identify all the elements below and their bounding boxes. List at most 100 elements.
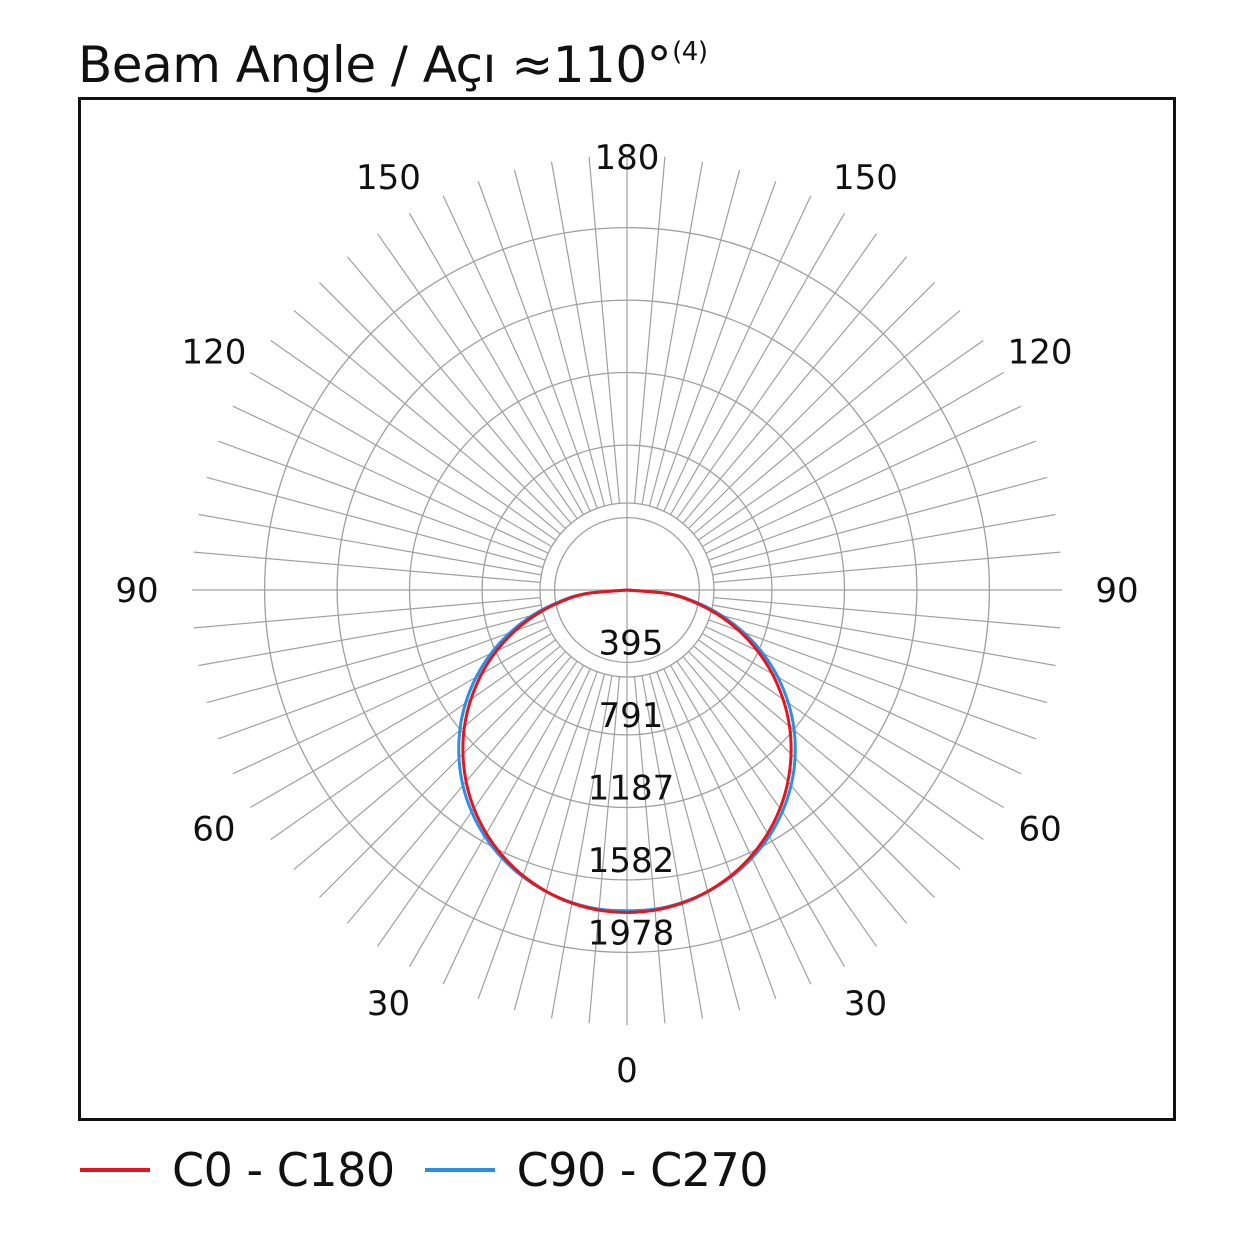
grid-spoke xyxy=(198,604,542,667)
angle-label: 120 xyxy=(1008,333,1073,373)
grid-spoke xyxy=(712,513,1056,576)
grid-spoke xyxy=(217,619,546,740)
grid-spoke xyxy=(634,156,666,504)
grid-spoke xyxy=(705,626,1022,775)
grid-spoke xyxy=(408,213,585,515)
grid-spoke xyxy=(206,476,544,569)
grid-spoke xyxy=(318,651,566,899)
grid-spoke xyxy=(250,371,552,548)
grid-spoke xyxy=(250,632,552,809)
grid-spoke xyxy=(442,195,591,512)
grid-spoke xyxy=(588,676,620,1024)
grid-spoke xyxy=(477,180,598,509)
grid-spoke xyxy=(270,639,557,840)
grid-spoke xyxy=(713,551,1061,583)
grid-spoke xyxy=(669,213,846,515)
grid-spoke xyxy=(697,639,984,840)
angle-label: 0 xyxy=(616,1051,638,1091)
grid-spoke xyxy=(705,405,1022,554)
angle-label: 180 xyxy=(595,138,660,178)
grid-spoke xyxy=(648,673,741,1011)
angle-label: 90 xyxy=(115,571,158,611)
grid-spoke xyxy=(656,180,777,509)
grid-spoke xyxy=(206,611,544,704)
grid-spoke xyxy=(293,309,561,535)
grid-spoke xyxy=(232,405,549,554)
grid-spoke xyxy=(634,676,666,1024)
grid-spoke xyxy=(682,656,908,924)
grid-spoke xyxy=(346,656,572,924)
chart-title-text: Beam Angle / Açı ≈110° xyxy=(78,36,672,94)
grid-spoke xyxy=(477,671,598,1000)
grid-spoke xyxy=(676,233,877,520)
chart-title: Beam Angle / Açı ≈110°(4) xyxy=(78,20,708,97)
radial-label: 1978 xyxy=(588,913,675,953)
grid-spoke xyxy=(513,673,606,1011)
angle-label: 120 xyxy=(181,333,246,373)
grid-spoke xyxy=(377,233,578,520)
radial-label: 1582 xyxy=(588,841,675,881)
grid-spoke xyxy=(710,611,1048,704)
legend-label-c90-c270: C90 - C270 xyxy=(516,1143,769,1197)
grid-spoke xyxy=(712,604,1056,667)
grid-spoke xyxy=(641,675,704,1019)
grid-spoke xyxy=(293,645,561,871)
grid-spoke xyxy=(232,626,549,775)
chart-title-footnote: (4) xyxy=(672,37,708,67)
grid-spoke xyxy=(377,660,578,947)
grid-spoke xyxy=(693,645,961,871)
grid-spoke xyxy=(676,660,877,947)
grid-spoke xyxy=(688,281,936,529)
grid-spoke xyxy=(641,161,704,505)
angle-label: 90 xyxy=(1095,571,1138,611)
plot-frame xyxy=(78,97,1176,1121)
grid-spoke xyxy=(550,161,613,505)
grid-spoke xyxy=(588,156,620,504)
angle-label: 150 xyxy=(833,158,898,198)
legend-item-c0-c180: C0 - C180 xyxy=(80,1143,395,1197)
grid-spoke xyxy=(693,309,961,535)
series-line-c90-c270 xyxy=(457,588,797,913)
series-layer xyxy=(457,588,797,915)
angle-label: 60 xyxy=(192,810,235,850)
grid-spoke xyxy=(663,195,812,512)
angle-label: 150 xyxy=(356,158,421,198)
legend-swatch-c90-c270 xyxy=(424,1168,495,1172)
angle-label: 30 xyxy=(367,984,410,1024)
grid-spoke xyxy=(193,597,541,629)
grid-spoke xyxy=(408,665,585,967)
grid-spoke xyxy=(713,597,1061,629)
grid-spoke xyxy=(702,371,1004,548)
grid-spoke xyxy=(656,671,777,1000)
grid-spoke xyxy=(708,619,1037,740)
legend-label-c0-c180: C0 - C180 xyxy=(172,1143,395,1197)
grid-spoke xyxy=(513,169,606,507)
grid-spoke xyxy=(217,440,546,561)
grid-spoke xyxy=(270,340,557,541)
angle-label: 30 xyxy=(844,984,887,1024)
radial-label: 395 xyxy=(599,623,664,663)
grid-spoke xyxy=(708,440,1037,561)
grid-spoke xyxy=(648,169,741,507)
grid-spoke xyxy=(318,281,566,529)
grid-spoke xyxy=(688,651,936,899)
radial-label: 791 xyxy=(599,696,664,736)
grid-spoke xyxy=(710,476,1048,569)
grid-spoke xyxy=(550,675,613,1019)
series-line-c0-c180 xyxy=(461,588,793,915)
grid-spoke xyxy=(702,632,1004,809)
grid-spoke xyxy=(682,256,908,524)
grid-spoke xyxy=(663,668,812,985)
angle-label: 60 xyxy=(1018,810,1061,850)
grid-spoke xyxy=(193,551,541,583)
legend: C0 - C180 C90 - C270 xyxy=(80,1140,798,1200)
legend-item-c90-c270: C90 - C270 xyxy=(424,1143,769,1197)
grid-spoke xyxy=(669,665,846,967)
grid-spoke xyxy=(346,256,572,524)
label-layer: 0 30 30 60 60 90 90 120 120 150 150 180 395 791 1187 15… xyxy=(115,138,1138,1091)
grid-spoke xyxy=(442,668,591,985)
legend-swatch-c0-c180 xyxy=(80,1168,150,1172)
radial-label: 1187 xyxy=(588,769,675,809)
grid-spoke xyxy=(697,340,984,541)
